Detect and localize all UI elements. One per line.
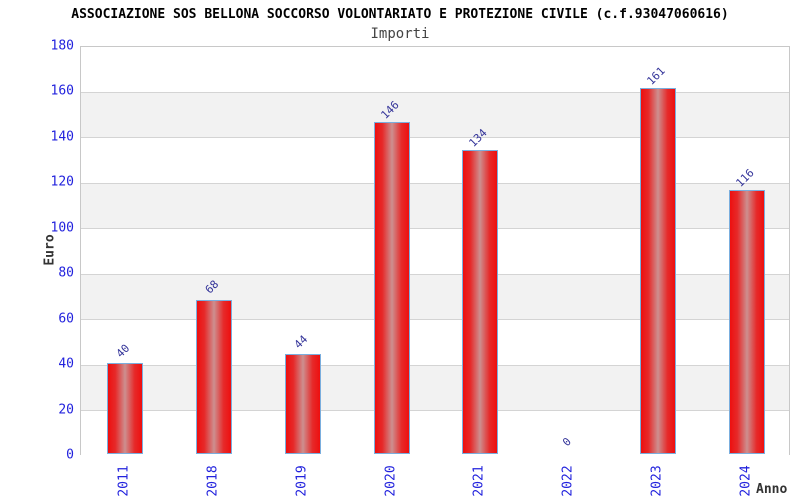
bar (462, 149, 499, 454)
chart-subtitle: Importi (370, 26, 430, 42)
grid-band (81, 274, 789, 320)
grid-band (81, 365, 789, 411)
y-tick-label: 100 (50, 220, 74, 236)
bar (196, 299, 233, 454)
gridline (81, 273, 789, 275)
y-tick-label: 180 (50, 38, 74, 54)
gridline (81, 182, 789, 184)
y-tick-label: 140 (50, 129, 74, 145)
x-tick-label: 2021 (471, 465, 487, 497)
x-axis-title: Anno (756, 482, 788, 497)
y-tick-label: 80 (58, 265, 74, 281)
x-tick-label: 2023 (649, 465, 665, 497)
y-tick-label: 0 (66, 447, 74, 463)
gridline (81, 319, 789, 321)
x-tick-label: 2020 (383, 465, 399, 497)
y-tick-label: 120 (50, 174, 74, 190)
x-tick-label: 2024 (738, 465, 754, 497)
grid-band (81, 183, 789, 229)
y-tick-label: 20 (58, 402, 74, 418)
gridline (81, 91, 789, 93)
gridline (81, 410, 789, 412)
y-tick-label: 60 (58, 311, 74, 327)
y-axis-title: Euro (42, 234, 58, 266)
grid-band (81, 92, 789, 138)
gridline (81, 228, 789, 230)
x-tick-label: 2011 (116, 465, 132, 497)
grid-band (81, 228, 789, 275)
plot-area: 40 68 44 146 134 0 161 116 (80, 46, 790, 456)
gridline (81, 137, 789, 139)
x-tick-label: 2018 (205, 465, 221, 497)
bar (107, 363, 144, 454)
x-tick-label: 2022 (560, 465, 576, 497)
gridline (81, 364, 789, 366)
grid-band (81, 319, 789, 366)
x-tick-label: 2019 (294, 465, 310, 497)
grid-band (81, 410, 789, 456)
bar (639, 88, 676, 454)
bar (373, 122, 410, 454)
grid-band (81, 137, 789, 184)
y-tick-label: 40 (58, 356, 74, 372)
chart-title: ASSOCIAZIONE SOS BELLONA SOCCORSO VOLONT… (71, 7, 729, 22)
y-tick-label: 160 (50, 83, 74, 99)
grid-band (81, 47, 789, 93)
bar (284, 354, 321, 454)
bar (728, 190, 765, 454)
